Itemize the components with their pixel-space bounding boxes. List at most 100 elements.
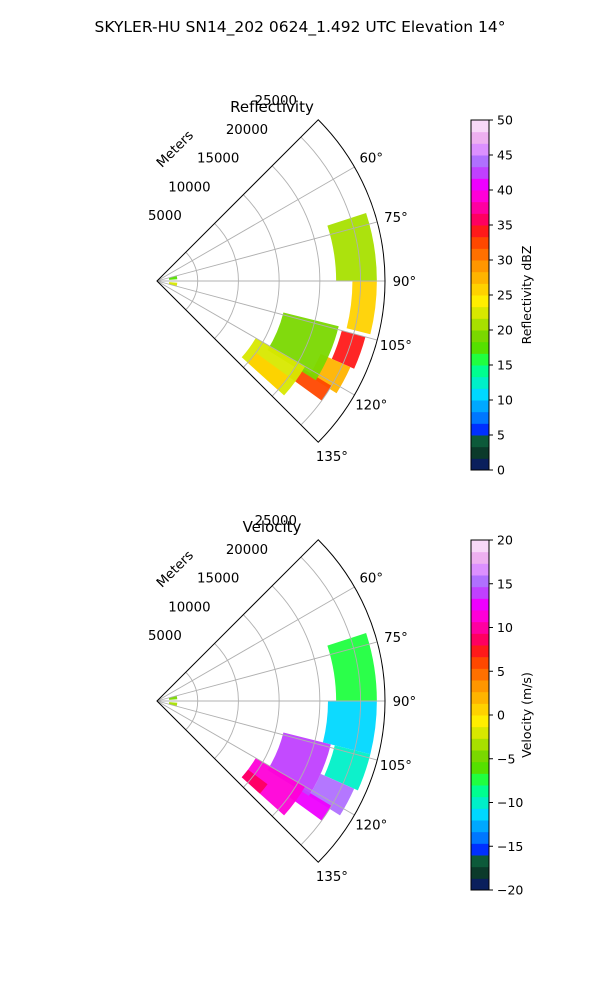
reflectivity-colorbar-segment [471,435,489,448]
reflectivity-azimuth-gridline-4 [156,280,355,396]
reflectivity-echo-9 [168,282,178,287]
velocity-colorbar-segment [471,726,489,739]
reflectivity-colorbar-segment [471,330,489,343]
velocity-azimuth-gridline-0 [156,586,355,702]
reflectivity-colorbar-tick-label: 35 [497,218,513,233]
reflectivity-title: Reflectivity [230,98,314,116]
velocity-echo-0 [327,633,377,701]
reflectivity-echo-8 [168,275,178,280]
velocity-colorbar-tick-label: 20 [497,533,513,548]
reflectivity-azimuth-tick-label: 135° [316,450,348,465]
velocity-colorbar-segment [471,598,489,611]
velocity-colorbar-segment [471,796,489,809]
velocity-colorbar-tick-label: 10 [497,620,513,635]
velocity-colorbar-segment [471,645,489,658]
velocity-colorbar-segment [471,586,489,599]
reflectivity-colorbar-segment [471,411,489,424]
velocity-colorbar-segment [471,551,489,564]
reflectivity-azimuth-tick-label: 90° [393,275,417,290]
velocity-colorbar-segment [471,785,489,798]
reflectivity-colorbar-segment [471,271,489,284]
reflectivity-colorbar-tick-label: 5 [497,428,505,443]
velocity-colorbar-segment [471,540,489,553]
reflectivity-range-axis-label: Meters [154,128,197,171]
reflectivity-colorbar-segment [471,178,489,191]
reflectivity-colorbar-segment [471,376,489,389]
reflectivity-colorbar-segment [471,388,489,401]
velocity-echo-7 [241,769,268,794]
reflectivity-colorbar-tick-label: 40 [497,183,513,198]
reflectivity-colorbar-tick-label: 30 [497,253,513,268]
reflectivity-range-tick-label: 15000 [197,152,239,167]
velocity-colorbar-segment [471,773,489,786]
reflectivity-azimuth-tick-label: 120° [355,399,387,414]
reflectivity-colorbar-segment [471,120,489,133]
velocity-azimuth-gridline-4 [156,700,355,816]
velocity-range-tick-label: 20000 [226,543,268,558]
velocity-azimuth-tick-label: 90° [393,695,417,710]
reflectivity-colorbar-segment [471,190,489,203]
velocity-colorbar-segment [471,866,489,879]
velocity-colorbar-tick-label: 15 [497,576,513,591]
reflectivity-colorbar-segment [471,400,489,413]
velocity-colorbar-segment [471,668,489,681]
velocity-colorbar-tick-label: −5 [497,751,515,766]
velocity-colorbar-label: Velocity (m/s) [519,672,534,758]
velocity-range-tick-label: 10000 [168,600,210,615]
velocity-echo-8 [168,695,178,700]
velocity-colorbar-segment [471,575,489,588]
reflectivity-echo-1 [346,281,377,335]
reflectivity-colorbar-segment [471,166,489,179]
reflectivity-colorbar-segment [471,155,489,168]
reflectivity-azimuth-tick-label: 75° [384,211,408,226]
reflectivity-colorbar-segment [471,236,489,249]
reflectivity-azimuth-gridline-3 [156,280,378,341]
reflectivity-colorbar-tick-label: 45 [497,148,513,163]
reflectivity-range-tick-label: 10000 [168,180,210,195]
velocity-colorbar-tick-label: 5 [497,664,505,679]
velocity-azimuth-gridline-1 [156,641,378,702]
reflectivity-colorbar-segment [471,353,489,366]
velocity-panel: Velocity Meters 60° 75° 90° 105° 120° 135° 500… [148,514,534,897]
velocity-colorbar-tick-label: 0 [497,708,505,723]
velocity-echo-1 [322,701,377,755]
velocity-echo-5 [267,732,331,796]
velocity-azimuth-tick-label: 120° [355,819,387,834]
reflectivity-colorbar-segment [471,201,489,214]
reflectivity-range-tick-label: 20000 [226,123,268,138]
reflectivity-colorbar-segment [471,143,489,156]
reflectivity-sector-outline [156,119,386,443]
velocity-colorbar-segment [471,633,489,646]
reflectivity-azimuth-gridline-0 [156,166,355,282]
velocity-azimuth-tick-label: 60° [359,571,383,586]
reflectivity-range-tick-label: 5000 [148,209,182,224]
reflectivity-colorbar-segment [471,213,489,226]
velocity-colorbar-segment [471,750,489,763]
reflectivity-colorbar-segment [471,283,489,296]
reflectivity-colorbar-segment [471,306,489,319]
velocity-colorbar-tick-label: −15 [497,839,523,854]
reflectivity-colorbar-tick-label: 15 [497,358,513,373]
velocity-sector-outline [156,539,386,863]
reflectivity-azimuth-tick-label: 60° [359,151,383,166]
velocity-colorbar-segment [471,808,489,821]
reflectivity-colorbar-label: Reflectivity dBZ [519,246,534,345]
velocity-range-tick-label: 15000 [197,572,239,587]
reflectivity-colorbar-segment [471,295,489,308]
velocity-azimuth-tick-label: 135° [316,870,348,885]
velocity-colorbar-segment [471,831,489,844]
reflectivity-colorbar-tick-label: 25 [497,288,513,303]
reflectivity-colorbar-segment [471,446,489,459]
figure-title: SKYLER-HU SN14_202 0624_1.492 UTC Elevat… [95,18,506,37]
velocity-range-tick-label: 25000 [255,514,297,529]
velocity-title: Velocity [243,518,302,536]
reflectivity-colorbar-segment [471,341,489,354]
velocity-colorbar-segment [471,610,489,623]
reflectivity-echo-5 [267,312,339,381]
reflectivity-colorbar-segment [471,225,489,238]
reflectivity-colorbar-tick-label: 50 [497,113,513,128]
velocity-azimuth-tick-label: 75° [384,631,408,646]
velocity-echo-6 [241,758,306,816]
velocity-colorbar-segment [471,563,489,576]
